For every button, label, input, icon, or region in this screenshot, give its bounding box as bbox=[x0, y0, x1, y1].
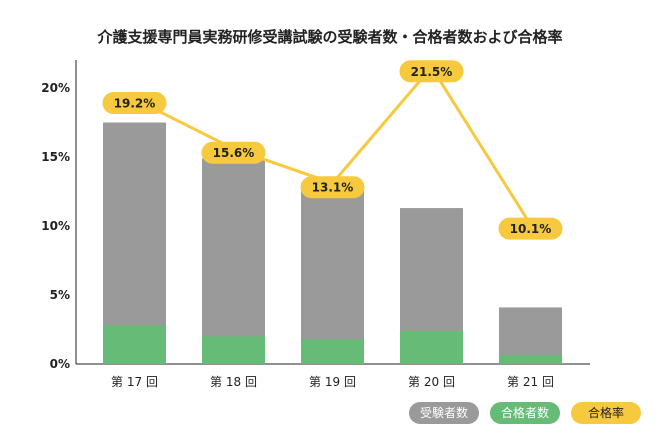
bar-examinees bbox=[499, 307, 562, 364]
y-tick-label: 10% bbox=[41, 219, 70, 233]
x-tick-label: 第 18 回 bbox=[210, 375, 257, 389]
bar-passers bbox=[301, 339, 364, 364]
bar-examinees bbox=[202, 158, 265, 364]
bar-examinees bbox=[301, 183, 364, 364]
data-label-bg bbox=[201, 141, 266, 164]
data-label-bg bbox=[498, 217, 563, 240]
bar-passers bbox=[103, 325, 166, 364]
y-tick-label: 5% bbox=[50, 288, 70, 302]
y-tick-label: 0% bbox=[50, 357, 70, 371]
chart-title: 介護支援専門員実務研修受講試験の受験者数・合格者数および合格率 bbox=[97, 28, 563, 46]
x-tick-label: 第 17 回 bbox=[111, 375, 158, 389]
data-label-bg bbox=[102, 92, 167, 115]
data-label-bg bbox=[399, 60, 464, 83]
legend-examinees: 受験者数 bbox=[409, 402, 479, 424]
legend-pass-rate: 合格率 bbox=[571, 402, 641, 424]
data-label: 10.1% bbox=[510, 222, 552, 236]
data-label-bg bbox=[300, 176, 365, 199]
data-label: 21.5% bbox=[411, 65, 453, 79]
x-tick-label: 第 21 回 bbox=[507, 375, 554, 389]
y-tick-label: 15% bbox=[41, 150, 70, 164]
x-tick-label: 第 20 回 bbox=[408, 375, 455, 389]
bar-passers bbox=[499, 355, 562, 364]
data-label: 15.6% bbox=[213, 146, 255, 160]
y-tick-label: 20% bbox=[41, 81, 70, 95]
bar-examinees bbox=[103, 122, 166, 364]
data-label: 19.2% bbox=[114, 97, 156, 111]
data-label: 13.1% bbox=[312, 181, 354, 195]
bar-passers bbox=[400, 330, 463, 364]
bar-passers bbox=[202, 336, 265, 364]
legend-passers: 合格者数 bbox=[490, 402, 560, 424]
x-tick-label: 第 19 回 bbox=[309, 375, 356, 389]
